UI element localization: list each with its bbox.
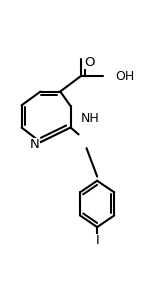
Text: NH: NH [81, 112, 100, 125]
Text: O: O [84, 56, 95, 69]
Text: I: I [95, 234, 99, 247]
Text: N: N [30, 138, 39, 151]
Text: OH: OH [115, 70, 134, 83]
